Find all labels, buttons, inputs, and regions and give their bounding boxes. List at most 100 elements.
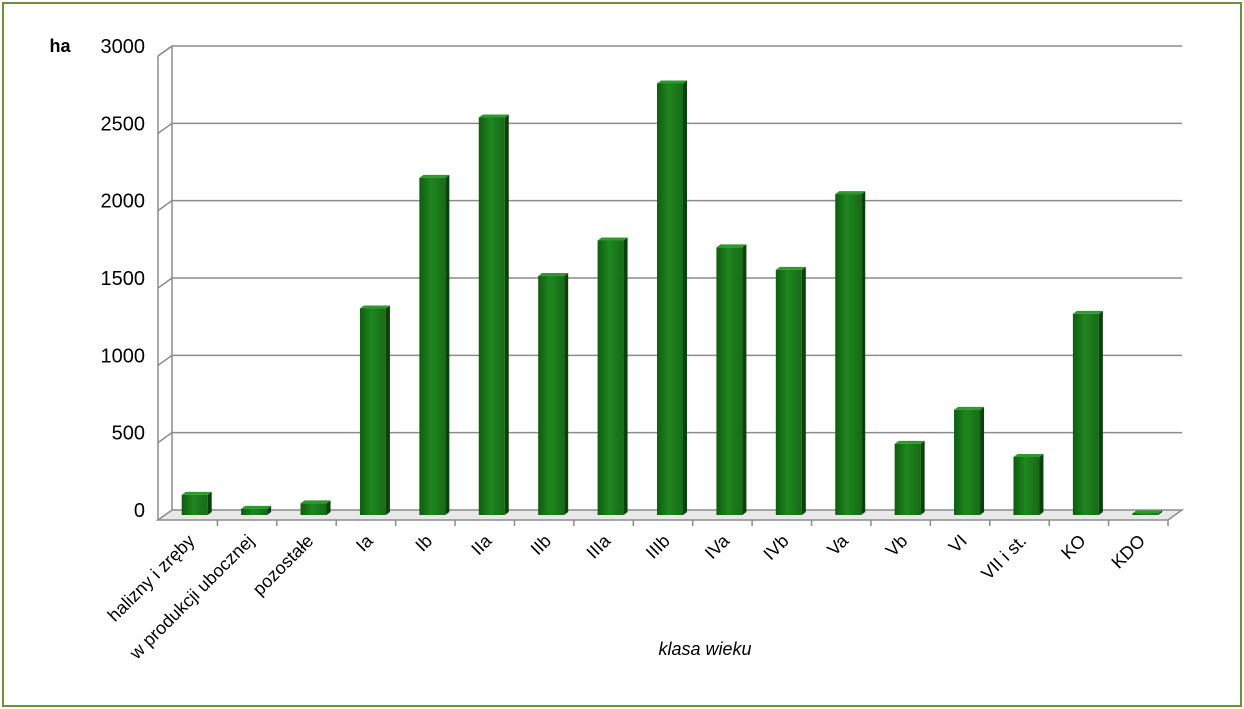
bar-side xyxy=(1039,454,1044,515)
bar-front xyxy=(775,269,802,515)
bar-top xyxy=(835,191,866,195)
y-tick-label: 1000 xyxy=(101,345,146,367)
bar-top xyxy=(359,305,390,309)
bar-side xyxy=(1098,310,1103,515)
x-tick-label: IVa xyxy=(701,530,734,563)
bar-side xyxy=(326,500,331,515)
x-tick-label: Va xyxy=(823,530,852,559)
gridline-depth xyxy=(157,200,173,212)
bar-side xyxy=(1158,510,1163,515)
bar-front xyxy=(181,494,208,515)
bar xyxy=(300,500,331,515)
bar-front xyxy=(538,276,565,515)
bar-side xyxy=(564,273,569,515)
bar-top xyxy=(1132,510,1163,514)
bar-front xyxy=(716,247,743,515)
bar-top xyxy=(716,244,747,248)
bar-front xyxy=(657,83,683,515)
gridline-depth xyxy=(157,277,173,289)
bar xyxy=(1132,510,1163,515)
y-tick-label: 500 xyxy=(112,423,145,445)
x-tick-label: IIa xyxy=(467,530,496,559)
bar-top xyxy=(241,505,272,509)
bar-top xyxy=(538,273,569,277)
y-tick-label: 1500 xyxy=(101,268,146,290)
bar-front xyxy=(894,443,921,515)
bar-top xyxy=(1072,310,1103,314)
bar-side xyxy=(267,505,272,515)
x-tick-label: VI xyxy=(945,531,971,557)
bar-side xyxy=(207,491,212,515)
bar xyxy=(359,305,390,515)
x-tick-label: Vb xyxy=(882,531,912,561)
y-tick-label: 2000 xyxy=(101,191,146,213)
x-tick-label: KDO xyxy=(1107,531,1149,573)
bar-top xyxy=(894,440,925,444)
bar-top xyxy=(478,114,509,118)
y-axis-top-depth xyxy=(157,45,173,57)
x-tick-label: KO xyxy=(1057,531,1090,564)
y-axis-label: ha xyxy=(49,36,71,56)
bar-top xyxy=(775,266,806,270)
bar-side xyxy=(623,237,628,515)
bar-side xyxy=(861,191,866,516)
bar-front xyxy=(954,409,981,515)
bar-side xyxy=(683,80,687,515)
bar-front xyxy=(597,240,624,515)
x-tick-label: IVb xyxy=(759,531,792,564)
bar-side xyxy=(742,244,747,515)
bar-top xyxy=(1013,454,1044,457)
x-axis-label: klasa wieku xyxy=(658,639,751,659)
bar-front xyxy=(478,117,505,516)
bar-front xyxy=(300,503,327,515)
bar-top xyxy=(954,406,985,410)
bar xyxy=(716,244,747,515)
bar xyxy=(894,440,925,515)
bar xyxy=(1013,454,1044,515)
bar-side xyxy=(504,114,509,516)
bar xyxy=(478,114,509,516)
bar-top xyxy=(300,500,331,504)
bar-side xyxy=(801,266,806,515)
bar-front xyxy=(241,508,268,515)
x-tick-label: IIb xyxy=(527,531,555,559)
bar-front xyxy=(1132,513,1159,515)
bar-top xyxy=(597,237,628,241)
x-tick-label: Ia xyxy=(352,530,377,555)
bar xyxy=(597,237,628,515)
x-tick-label: pozostałe xyxy=(249,531,318,600)
x-tick-label: IIIb xyxy=(642,531,674,563)
bar-front xyxy=(835,194,862,516)
bar-front xyxy=(419,177,446,515)
x-tick-label: IIIa xyxy=(583,530,616,563)
bar xyxy=(954,406,985,515)
bar xyxy=(657,80,687,515)
bar-front xyxy=(1013,457,1040,515)
bar-side xyxy=(980,406,985,515)
bar-front xyxy=(1072,313,1099,515)
y-tick-label: 2500 xyxy=(101,113,146,135)
y-tick-label: 3000 xyxy=(101,36,146,58)
bar-side xyxy=(445,174,450,515)
bar xyxy=(775,266,806,515)
bar xyxy=(538,273,569,515)
bar xyxy=(181,491,212,515)
bar xyxy=(835,191,866,516)
bars xyxy=(181,80,1163,516)
gridline-depth xyxy=(157,432,173,444)
bar xyxy=(1072,310,1103,515)
bar-side xyxy=(385,305,390,515)
bar-top xyxy=(181,491,212,495)
gridline-depth xyxy=(157,354,173,366)
bar-front xyxy=(359,308,386,515)
x-tick-label: Ib xyxy=(411,531,436,556)
x-tick-label: VII i st. xyxy=(977,531,1030,584)
bar-top xyxy=(657,80,687,84)
y-tick-labels: 0 500 1000 1500 2000 2500 3000 xyxy=(101,36,146,522)
y-tick-label: 0 xyxy=(134,500,145,522)
bar-side xyxy=(920,440,925,515)
bar xyxy=(419,174,450,515)
bar xyxy=(241,505,272,515)
